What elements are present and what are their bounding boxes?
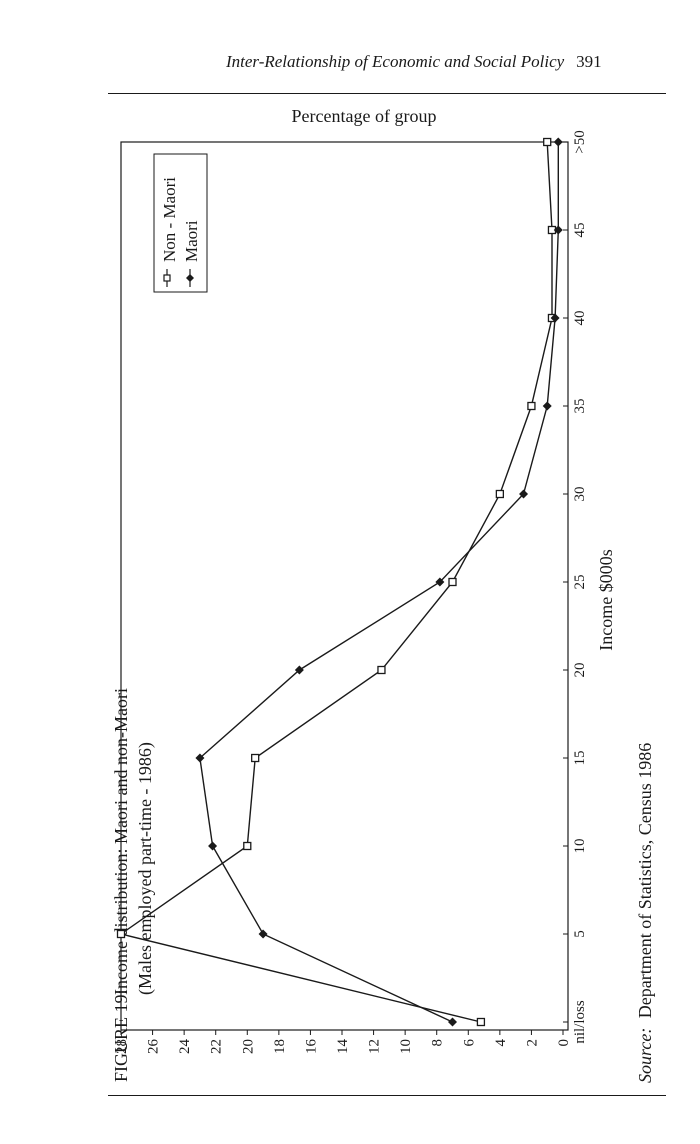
x-tick-label: 15 — [572, 751, 588, 766]
x-tick-label: 40 — [572, 311, 588, 326]
x-tick-label: 20 — [572, 663, 588, 678]
plot-frame — [120, 141, 569, 1031]
y-axis-title: Percentage of group — [292, 106, 437, 126]
source-text: Department of Statistics, Census 1986 — [635, 743, 655, 1018]
data-point-maori — [553, 225, 563, 235]
y-tick-label: 8 — [430, 1039, 446, 1047]
figure-label: FIGURE 19: — [111, 989, 131, 1082]
legend-marker-maori — [186, 274, 194, 282]
legend-label-maori: Maori — [182, 220, 201, 262]
x-tick-label: nil/loss — [572, 1000, 588, 1044]
data-point-maori — [195, 753, 205, 763]
data-point-maori — [553, 137, 563, 147]
y-tick-label: 28 — [114, 1039, 130, 1054]
data-point-non-maori — [377, 665, 386, 675]
y-tick-label: 14 — [335, 1039, 351, 1055]
x-tick-label: 5 — [572, 930, 588, 938]
legend-label-non-maori: Non - Maori — [160, 177, 179, 262]
data-point-non-maori — [495, 489, 505, 499]
data-point-non-maori — [543, 137, 552, 147]
top-rule — [108, 93, 666, 94]
y-tick-label: 0 — [556, 1039, 572, 1047]
data-point-non-maori — [251, 753, 260, 763]
y-tick-label: 10 — [398, 1039, 414, 1054]
x-tick-label: 30 — [572, 487, 588, 502]
x-tick-label: 35 — [572, 399, 588, 414]
data-point-non-maori — [116, 929, 126, 939]
legend: Non - Maori Maori — [153, 153, 208, 293]
y-tick-label: 18 — [272, 1039, 288, 1054]
y-tick-label: 4 — [493, 1039, 509, 1047]
x-tick-label: 10 — [572, 839, 588, 854]
running-head-title: Inter-Relationship of Economic and Socia… — [226, 52, 565, 71]
data-point-maori — [519, 489, 529, 499]
data-point-maori — [208, 841, 218, 851]
bottom-rule — [108, 1095, 666, 1096]
series-line-maori — [199, 142, 559, 1023]
data-point-maori — [258, 929, 268, 939]
y-tick-label: 22 — [209, 1039, 225, 1054]
data-point-non-maori — [527, 401, 536, 411]
running-head: Inter-Relationship of Economic and Socia… — [226, 52, 602, 72]
y-tick-label: 12 — [367, 1039, 383, 1054]
data-point-non-maori — [448, 577, 457, 587]
data-point-non-maori — [476, 1017, 486, 1027]
figure-subtitle: (Males employed part-time - 1986) — [135, 742, 156, 995]
data-point-maori — [435, 577, 445, 587]
series-layer — [116, 137, 563, 1027]
data-point-maori — [542, 401, 552, 411]
legend-marker-non-maori — [163, 274, 171, 282]
y-tick-label: 26 — [146, 1039, 162, 1055]
legend-box — [153, 153, 208, 293]
y-tick-label: 24 — [177, 1039, 193, 1055]
page-number: 391 — [576, 52, 602, 71]
source-label: Source: — [635, 1028, 655, 1083]
y-tick-label: 20 — [240, 1039, 256, 1054]
x-tick-label: 45 — [572, 223, 588, 238]
data-point-maori — [294, 665, 304, 675]
figure-source: Source: Department of Statistics, Census… — [635, 743, 655, 1083]
data-point-non-maori — [243, 841, 252, 851]
x-axis-title: Income $000s — [596, 549, 616, 650]
x-tick-label: 25 — [572, 575, 588, 590]
data-point-maori — [448, 1017, 457, 1027]
x-tick-label: >50 — [572, 130, 588, 153]
y-tick-label: 6 — [461, 1039, 477, 1047]
data-point-maori — [550, 313, 560, 323]
y-tick-label: 2 — [524, 1039, 540, 1047]
y-tick-label: 16 — [303, 1039, 319, 1055]
x-axis: nil/loss 5 10 15 20 25 30 35 40 45 >50 — [563, 130, 588, 1044]
